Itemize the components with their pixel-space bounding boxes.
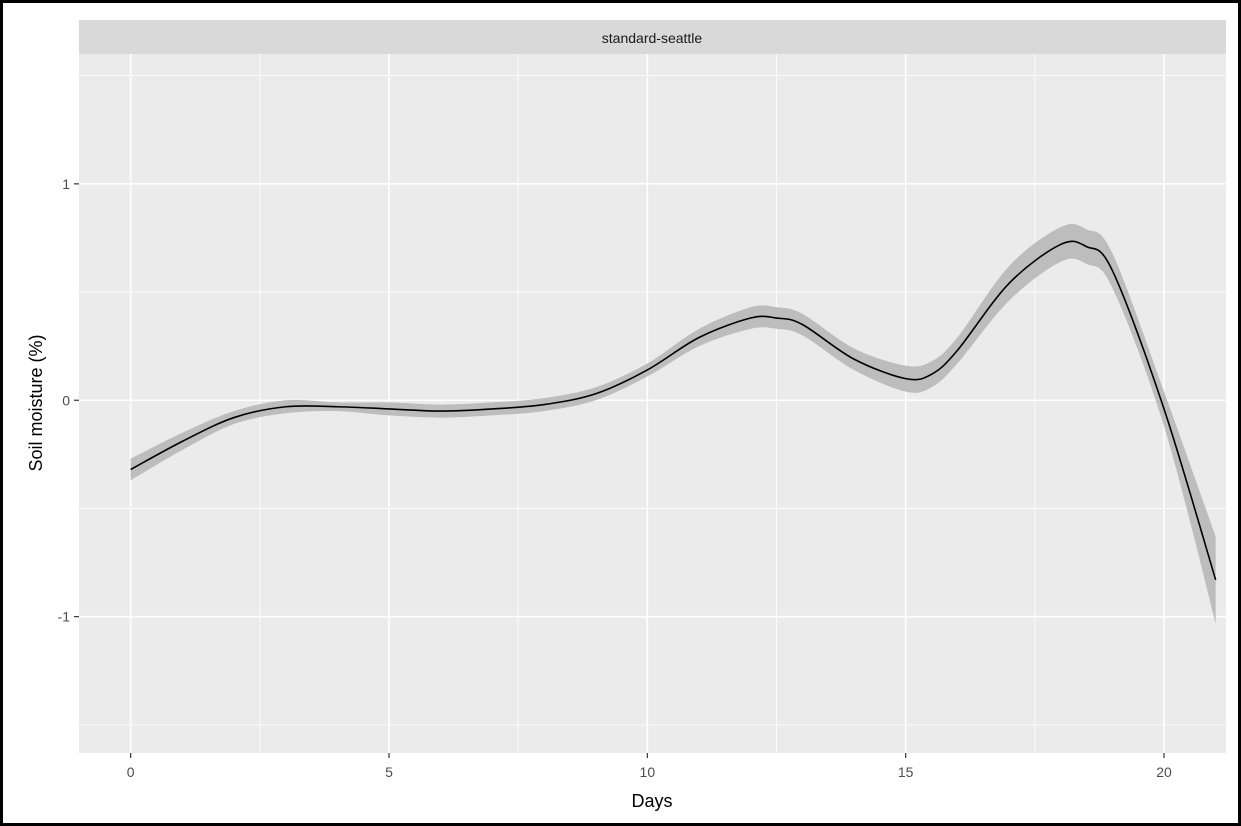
x-axis-ticks: 0 5 10 15 20 — [127, 753, 1172, 780]
facet-strip — [79, 20, 1226, 54]
plot-panel — [79, 54, 1226, 753]
x-tick-label: 5 — [385, 764, 393, 780]
y-axis-title: Soil moisture (%) — [26, 334, 46, 471]
major-gridlines — [79, 54, 1226, 753]
y-axis-ticks: -1 0 1 — [58, 176, 79, 625]
facet-strip-label: standard-seattle — [602, 30, 703, 46]
y-tick-label: 0 — [62, 392, 70, 408]
confidence-ribbon — [130, 223, 1216, 624]
x-tick-label: 10 — [640, 764, 656, 780]
x-tick-label: 20 — [1156, 764, 1172, 780]
y-tick-label: -1 — [58, 609, 71, 625]
minor-gridlines — [79, 54, 1226, 753]
x-tick-label: 0 — [127, 764, 135, 780]
smooth-line — [130, 240, 1217, 581]
x-tick-label: 15 — [898, 764, 914, 780]
x-axis-title: Days — [631, 791, 672, 811]
y-tick-label: 1 — [62, 176, 70, 192]
